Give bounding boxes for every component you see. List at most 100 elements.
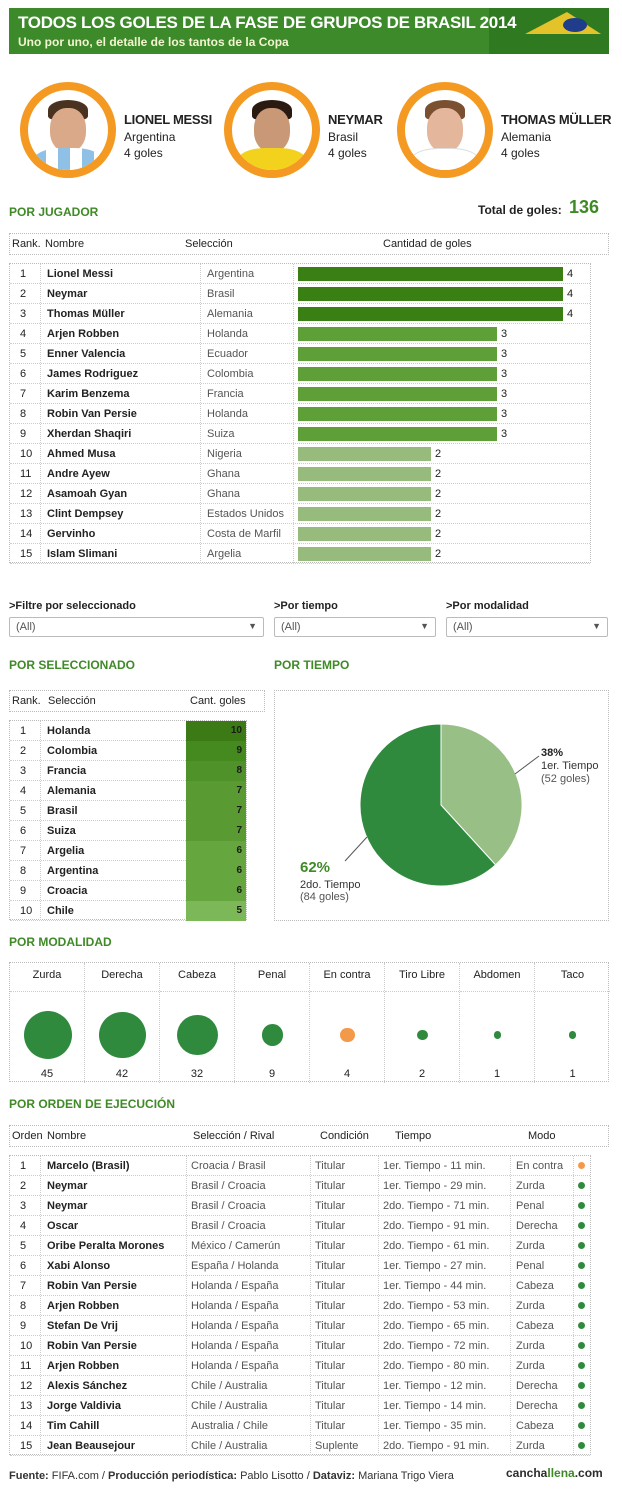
filter-modalidad-select[interactable]: (All) ▼: [446, 617, 608, 637]
table-row[interactable]: 11 Andre Ayew Ghana 2: [10, 464, 590, 484]
col-divider: [310, 1296, 311, 1315]
col-divider: [40, 1376, 41, 1395]
row-divider: [460, 991, 534, 992]
name-cell: Jorge Valdivia: [47, 1400, 121, 1412]
table-row[interactable]: 1 Lionel Messi Argentina 4: [10, 264, 590, 284]
col-divider: [200, 444, 201, 463]
table-row[interactable]: 11 Arjen Robben Holanda / España Titular 2do…: [10, 1356, 590, 1376]
table-row[interactable]: 7 Robin Van Persie Holanda / España Titular…: [10, 1276, 590, 1296]
table-row[interactable]: 6 Xabi Alonso España / Holanda Titular 1er. …: [10, 1256, 590, 1276]
modality-derecha: Derecha 42: [85, 963, 160, 1083]
mode-dot-icon: [578, 1342, 585, 1349]
col-divider: [378, 1176, 379, 1195]
table-row[interactable]: 12 Asamoah Gyan Ghana 2: [10, 484, 590, 504]
table-row[interactable]: 2 Neymar Brasil 4: [10, 284, 590, 304]
leader-line-2: [344, 836, 368, 862]
goal-bar-label: 4: [567, 288, 574, 300]
match-cell: Chile / Australia: [191, 1380, 268, 1392]
name-cell: Clint Dempsey: [47, 508, 124, 520]
table-row[interactable]: 14 Tim Cahill Australia / Chile Titular 1er.…: [10, 1416, 590, 1436]
col-divider: [40, 901, 41, 920]
table-row[interactable]: 9 Xherdan Shaqiri Suiza 3: [10, 424, 590, 444]
dataviz-label: Dataviz:: [312, 1470, 356, 1482]
table-row[interactable]: 2 Colombia 9: [10, 741, 246, 761]
name-cell: Neymar: [47, 1200, 88, 1212]
mode-dot-icon: [578, 1162, 585, 1169]
table-row[interactable]: 12 Alexis Sánchez Chile / Australia Titular…: [10, 1376, 590, 1396]
goals-cell: 7: [186, 801, 246, 821]
slice-1-pct: 38%: [541, 747, 564, 759]
goal-bar: [298, 387, 497, 401]
col-divider: [573, 1296, 574, 1315]
modality-value: 1: [569, 1068, 576, 1080]
col-divider: [378, 1196, 379, 1215]
col-divider: [40, 1156, 41, 1175]
player-table: 1 Lionel Messi Argentina 4 2 Neymar Brasil 4 3 Th…: [9, 263, 591, 564]
table-row[interactable]: 10 Robin Van Persie Holanda / España Titula…: [10, 1336, 590, 1356]
table-row[interactable]: 8 Arjen Robben Holanda / España Titular 2do.…: [10, 1296, 590, 1316]
player-photo: [405, 90, 485, 170]
mode-cell: Cabeza: [516, 1280, 554, 1292]
goals-cell: 10: [186, 721, 246, 741]
condition-cell: Titular: [315, 1420, 346, 1432]
table-row[interactable]: 4 Arjen Robben Holanda 3: [10, 324, 590, 344]
col-divider: [310, 1336, 311, 1355]
table-row[interactable]: 3 Francia 8: [10, 761, 246, 781]
table-row[interactable]: 10 Chile 5: [10, 901, 246, 921]
table-row[interactable]: 3 Thomas Müller Alemania 4: [10, 304, 590, 324]
col-divider: [200, 484, 201, 503]
table-row[interactable]: 8 Robin Van Persie Holanda 3: [10, 404, 590, 424]
filter-seleccionado-select[interactable]: (All) ▼: [9, 617, 264, 637]
row-divider: [535, 991, 610, 992]
goals-cell: 5: [186, 901, 246, 921]
table-row[interactable]: 5 Oribe Peralta Morones México / Camerún Ti…: [10, 1236, 590, 1256]
col-divider: [200, 504, 201, 523]
match-cell: México / Camerún: [191, 1240, 281, 1252]
modality-penal: Penal 9: [235, 963, 310, 1083]
table-row[interactable]: 15 Islam Slimani Argelia 2: [10, 544, 590, 564]
col-divider: [200, 424, 201, 443]
table-row[interactable]: 13 Clint Dempsey Estados Unidos 2: [10, 504, 590, 524]
table-row[interactable]: 15 Jean Beausejour Chile / Australia Suplen…: [10, 1436, 590, 1456]
table-row[interactable]: 13 Jorge Valdivia Chile / Australia Titular…: [10, 1396, 590, 1416]
table-row[interactable]: 8 Argentina 6: [10, 861, 246, 881]
goal-bar-label: 3: [501, 388, 508, 400]
table-row[interactable]: 10 Ahmed Musa Nigeria 2: [10, 444, 590, 464]
table-row[interactable]: 1 Holanda 10: [10, 721, 246, 741]
table-row[interactable]: 4 Oscar Brasil / Croacia Titular 2do. Tiempo…: [10, 1216, 590, 1236]
col-divider: [293, 484, 294, 503]
col-divider: [200, 304, 201, 323]
table-row[interactable]: 5 Enner Valencia Ecuador 3: [10, 344, 590, 364]
col-divider: [200, 364, 201, 383]
col-divider: [40, 1196, 41, 1215]
table-row[interactable]: 6 James Rodriguez Colombia 3: [10, 364, 590, 384]
table-row[interactable]: 3 Neymar Brasil / Croacia Titular 2do. Tiemp…: [10, 1196, 590, 1216]
modality-label: Cabeza: [178, 969, 216, 981]
table-row[interactable]: 4 Alemania 7: [10, 781, 246, 801]
table-row[interactable]: 7 Karim Benzema Francia 3: [10, 384, 590, 404]
col-divider: [40, 1296, 41, 1315]
table-row[interactable]: 5 Brasil 7: [10, 801, 246, 821]
select-value: (All): [453, 621, 473, 633]
goal-bar: [298, 367, 497, 381]
table-row[interactable]: 2 Neymar Brasil / Croacia Titular 1er. Tiemp…: [10, 1176, 590, 1196]
table-row[interactable]: 14 Gervinho Costa de Marfil 2: [10, 524, 590, 544]
name-cell: Thomas Müller: [47, 308, 125, 320]
table-row[interactable]: 9 Stefan De Vrij Holanda / España Titular 2d…: [10, 1316, 590, 1336]
mode-cell: En contra: [516, 1160, 564, 1172]
goal-bar-label: 3: [501, 408, 508, 420]
goals-cell: 6: [186, 861, 246, 881]
table-row[interactable]: 9 Croacia 6: [10, 881, 246, 901]
table-row[interactable]: 1 Marcelo (Brasil) Croacia / Brasil Titular…: [10, 1156, 590, 1176]
filter-tiempo-select[interactable]: (All) ▼: [274, 617, 436, 637]
row-divider: [310, 991, 384, 992]
order-cell: 6: [20, 1260, 27, 1272]
page-subtitle: Uno por uno, el detalle de los tantos de…: [18, 35, 289, 49]
col-divider: [40, 264, 41, 283]
mode-dot-icon: [578, 1382, 585, 1389]
name-cell: Arjen Robben: [47, 1300, 120, 1312]
produccion-label: Producción periodística:: [108, 1470, 237, 1482]
name-cell: Robin Van Persie: [47, 1340, 137, 1352]
table-row[interactable]: 7 Argelia 6: [10, 841, 246, 861]
table-row[interactable]: 6 Suiza 7: [10, 821, 246, 841]
